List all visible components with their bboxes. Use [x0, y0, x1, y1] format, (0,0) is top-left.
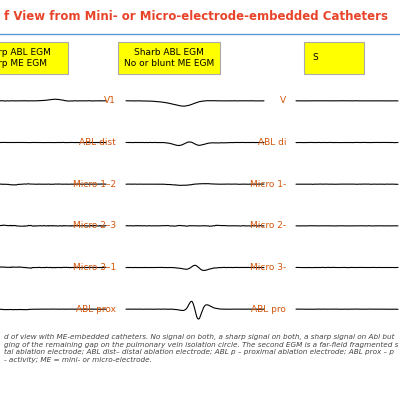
Text: Micro 3-: Micro 3- — [250, 263, 286, 272]
Text: V1: V1 — [104, 96, 116, 105]
Text: ABL dist: ABL dist — [79, 138, 116, 147]
Text: Micro 3–1: Micro 3–1 — [73, 263, 116, 272]
Text: ABL prox: ABL prox — [76, 305, 116, 314]
Text: f View from Mini- or Micro-electrode-embedded Catheters: f View from Mini- or Micro-electrode-emb… — [4, 10, 388, 23]
Text: S: S — [312, 54, 318, 62]
FancyBboxPatch shape — [0, 42, 68, 74]
Text: Micro 2–3: Micro 2–3 — [73, 221, 116, 230]
Text: Micro 2-: Micro 2- — [250, 221, 286, 230]
Text: rp ABL EGM
rp ME EGM: rp ABL EGM rp ME EGM — [0, 48, 50, 68]
Text: Micro 1–2: Micro 1–2 — [73, 180, 116, 189]
FancyBboxPatch shape — [304, 42, 364, 74]
Text: V: V — [280, 96, 286, 105]
Text: Sharb ABL EGM
No or blunt ME EGM: Sharb ABL EGM No or blunt ME EGM — [124, 48, 214, 68]
Text: ABL pro: ABL pro — [251, 305, 286, 314]
FancyBboxPatch shape — [118, 42, 220, 74]
Text: d of view with ME-embedded catheters. No signal on both, a sharp signal on both,: d of view with ME-embedded catheters. No… — [4, 334, 398, 363]
Text: ABL di: ABL di — [258, 138, 286, 147]
Text: Micro 1-: Micro 1- — [250, 180, 286, 189]
